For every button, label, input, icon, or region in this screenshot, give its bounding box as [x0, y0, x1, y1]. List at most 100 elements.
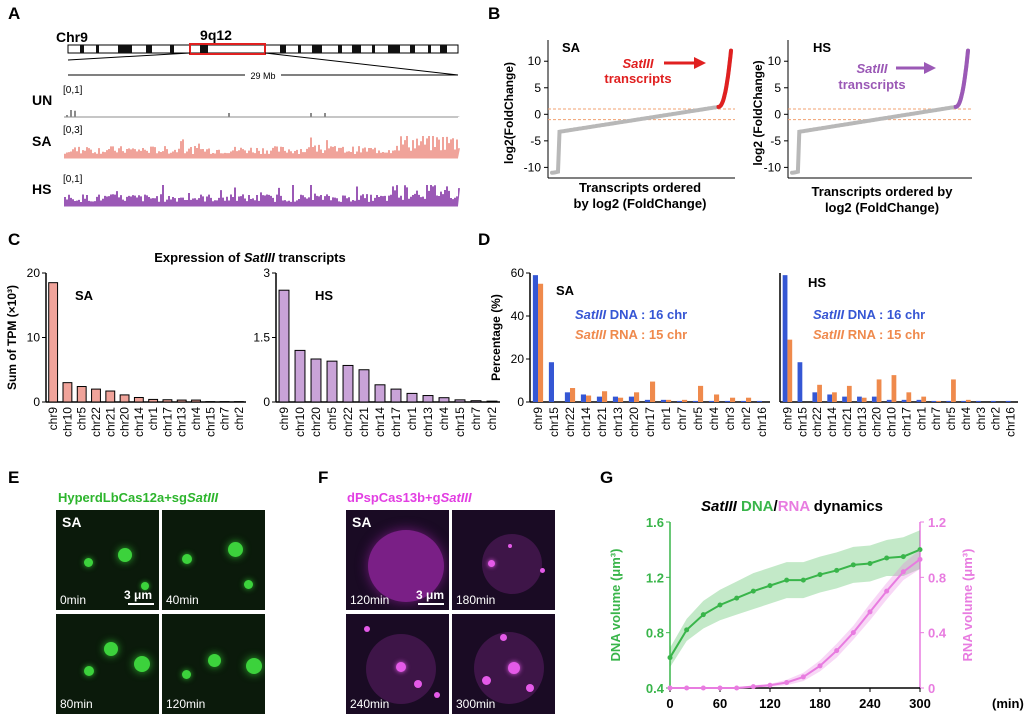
bar-dna-chr3: [976, 400, 981, 402]
bar-y-tick-label: 20: [27, 266, 41, 280]
b-y-tick-label: 10: [528, 54, 542, 68]
bar-category-label: chr1: [914, 407, 928, 431]
bar-rna-chr14: [586, 395, 592, 402]
bar-chr14: [133, 396, 144, 403]
ideogram-band: [96, 45, 99, 53]
g-right-label: RNA volume (μm³): [960, 549, 975, 662]
bar-category-label: chr7: [218, 407, 232, 431]
g-left-tick-label: 0.8: [646, 626, 664, 641]
bar-category-label: chr2: [739, 407, 753, 431]
bar-dna-chr13: [612, 396, 618, 402]
bar-y-tick-label: 3: [263, 266, 270, 280]
bar-category-label: chr10: [293, 407, 307, 437]
panel-c-expression: Expression of SatIII transcripts 0 10 20 ch…: [0, 240, 510, 455]
g-point-rna: [900, 569, 906, 575]
g-point-rna: [767, 682, 773, 688]
bar-y-label: Percentage (%): [489, 294, 503, 381]
b-left-arrow-icon: [664, 57, 706, 69]
g-point-dna: [767, 583, 773, 589]
panel-b-foldchange: log2(FoldChange) 10 5 0 -5 -10 SA SatIII tra…: [480, 0, 1026, 225]
bar-dna-chr14: [827, 394, 833, 402]
bar-chr22: [342, 364, 354, 403]
ideogram-band: [200, 45, 208, 53]
bar-category-label: chr7: [675, 407, 689, 431]
bar-rna-chr13: [861, 397, 867, 402]
ideogram-band: [170, 45, 174, 53]
g-title: SatIII DNA/RNA dynamics: [701, 498, 883, 515]
bar-rna-chr9: [538, 283, 544, 402]
bar-y-tick-label: 0: [517, 395, 524, 409]
g-point-rna: [817, 663, 823, 669]
bar-dna-chr16: [1005, 400, 1011, 402]
bar-y-tick-label: 60: [511, 266, 525, 280]
bar-category-label: chr13: [611, 407, 625, 437]
bar-category-label: chr1: [659, 407, 673, 431]
bar-category-label: chr1: [405, 407, 419, 431]
bar-dna-chr9: [532, 275, 538, 402]
b-y-tick-label: 0: [534, 107, 541, 121]
track-name-hs: HS: [32, 181, 51, 197]
bar-chr10: [294, 349, 306, 403]
bar-category-label: chr9: [46, 407, 60, 431]
b-y-tick-label: 0: [774, 107, 781, 121]
e-time-2: 40min: [166, 593, 199, 607]
bar-y-tick-label: 20: [511, 352, 525, 366]
bar-category-label: chr3: [974, 407, 988, 431]
g-point-rna: [667, 685, 673, 691]
chromosome-label: Chr9: [56, 29, 88, 45]
b-left-plot: 10 5 0 -5 -10: [524, 40, 735, 179]
bar-category-label: chr2: [232, 407, 246, 431]
c-title: Expression of SatIII transcripts: [154, 250, 345, 265]
bar-dna-chr4: [961, 400, 966, 402]
g-point-dna: [834, 567, 840, 573]
bar-category-label: chr5: [944, 407, 958, 431]
bar-rna-chr3: [730, 397, 736, 402]
g-x-tick-label: 0: [666, 696, 673, 711]
bar-chr13: [422, 395, 434, 403]
g-right-tick-label: 0: [928, 681, 935, 696]
panel-d-percentage: 0 20 40 60 chr9 chr15 chr22 chr14 chr21 chr13 chr2…: [480, 240, 1026, 455]
bar-category-label: chr15: [547, 407, 561, 437]
bar-dna-chr7: [676, 400, 682, 402]
bar-category-label: chr2: [989, 407, 1003, 431]
e-time-4: 120min: [166, 697, 206, 711]
panel-label-f: F: [318, 468, 329, 487]
bar-chr21: [358, 369, 370, 403]
bar-category-label: chr5: [75, 407, 89, 431]
bar-dna-chr21: [596, 396, 602, 402]
track-name-un: UN: [32, 92, 52, 108]
g-point-dna: [684, 627, 690, 633]
bar-chr5: [76, 386, 87, 403]
panel-b-svg: log2(FoldChange) 10 5 0 -5 -10 SA SatIII tra…: [502, 40, 972, 215]
panel-g-dynamics: SatIII DNA/RNA dynamics 0.4 0.8 1.2 1.6 0 0.4…: [600, 470, 1026, 720]
bar-dna-chr7: [931, 400, 937, 402]
g-right-tick-label: 0.8: [928, 570, 946, 585]
f-time-1: 120min: [350, 593, 390, 607]
b-foldchange-curve: [550, 48, 733, 175]
g-point-rna: [717, 685, 723, 691]
e-frame-2: 40min: [162, 510, 265, 610]
track-signal-sa: [64, 136, 460, 158]
bar-category-label: chr17: [389, 407, 403, 437]
bar-rna-chr4: [714, 394, 720, 402]
bar-rna-chr13: [618, 397, 624, 402]
bar-dna-chr2: [990, 400, 996, 402]
g-point-rna: [784, 679, 790, 685]
f-frame-3: 240min: [346, 614, 449, 714]
bar-condition-label: SA: [75, 288, 94, 303]
bar-rna-chr20: [634, 392, 640, 402]
f-time-2: 180min: [456, 593, 496, 607]
ideogram-band: [388, 45, 400, 53]
g-left-tick-label: 1.2: [646, 570, 664, 585]
track-name-sa: SA: [32, 133, 51, 149]
e-scalebar-label: 3 μm: [124, 588, 153, 602]
bar-rna-chr1: [666, 399, 672, 402]
bar-rna-chr7: [682, 399, 688, 402]
g-point-dna: [850, 562, 856, 568]
bar-category-label: chr4: [437, 407, 451, 431]
g-x-tick-label: 60: [713, 696, 727, 711]
scale-label-bg: [245, 69, 281, 81]
e-scalebar: [128, 603, 154, 605]
bar-category-label: chr21: [357, 407, 371, 437]
